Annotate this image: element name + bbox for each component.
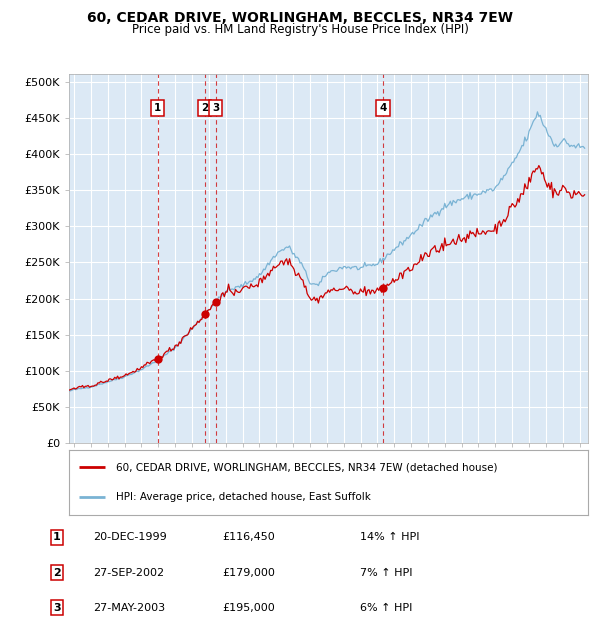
Text: £195,000: £195,000 — [222, 603, 275, 613]
Text: 27-MAY-2003: 27-MAY-2003 — [93, 603, 165, 613]
Text: HPI: Average price, detached house, East Suffolk: HPI: Average price, detached house, East… — [116, 492, 371, 502]
Text: 2: 2 — [201, 104, 208, 113]
Text: Price paid vs. HM Land Registry's House Price Index (HPI): Price paid vs. HM Land Registry's House … — [131, 23, 469, 36]
Text: £179,000: £179,000 — [222, 567, 275, 578]
Text: 27-SEP-2002: 27-SEP-2002 — [93, 567, 164, 578]
Text: 3: 3 — [53, 603, 61, 613]
Text: 1: 1 — [53, 532, 61, 542]
Text: 2: 2 — [53, 567, 61, 578]
Text: 3: 3 — [212, 104, 220, 113]
Text: 20-DEC-1999: 20-DEC-1999 — [93, 532, 167, 542]
Text: 14% ↑ HPI: 14% ↑ HPI — [360, 532, 419, 542]
Text: 6% ↑ HPI: 6% ↑ HPI — [360, 603, 412, 613]
Text: £116,450: £116,450 — [222, 532, 275, 542]
Text: 60, CEDAR DRIVE, WORLINGHAM, BECCLES, NR34 7EW: 60, CEDAR DRIVE, WORLINGHAM, BECCLES, NR… — [87, 11, 513, 25]
Text: 4: 4 — [379, 104, 386, 113]
Text: 7% ↑ HPI: 7% ↑ HPI — [360, 567, 413, 578]
Text: 1: 1 — [154, 104, 161, 113]
Text: 60, CEDAR DRIVE, WORLINGHAM, BECCLES, NR34 7EW (detached house): 60, CEDAR DRIVE, WORLINGHAM, BECCLES, NR… — [116, 462, 497, 472]
